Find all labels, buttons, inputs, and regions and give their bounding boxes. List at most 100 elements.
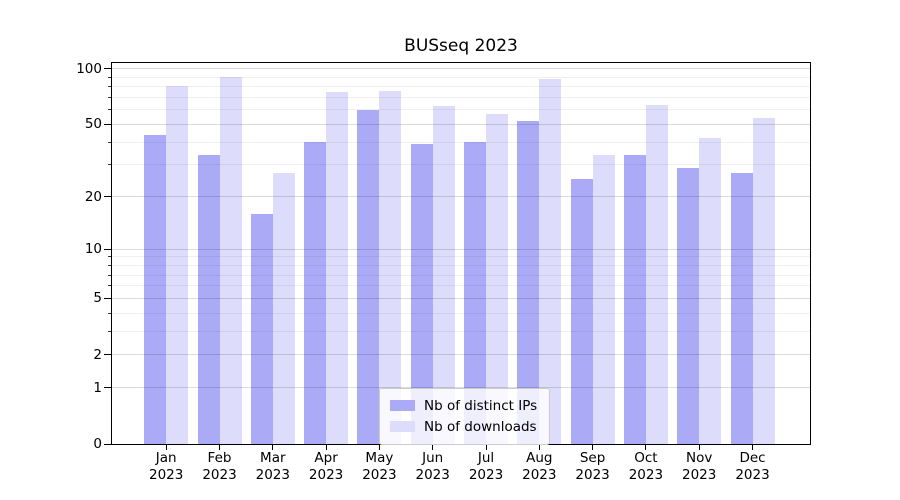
y-gridline-minor-70 [112, 97, 810, 99]
y-minor-tick-mark-30 [108, 164, 111, 166]
bar-jun-downloads [432, 106, 455, 444]
y-tick-label-20: 20 [84, 188, 102, 205]
x-tick-label-mar: Mar 2023 [255, 450, 290, 483]
y-gridline-minor-9 [112, 256, 810, 258]
y-tick-label-100: 100 [76, 60, 102, 77]
y-minor-tick-mark-6 [108, 285, 111, 287]
legend-label-distinct-ips: Nb of distinct IPs [424, 397, 538, 414]
x-tick-label-oct: Oct 2023 [628, 450, 664, 483]
y-minor-tick-mark-7 [108, 274, 111, 276]
bar-jul-downloads [486, 114, 508, 444]
y-gridline-minor-30 [112, 164, 810, 166]
x-tick-mark-aug [538, 445, 540, 450]
y-tick-mark-5 [104, 297, 111, 299]
x-tick-mark-nov [698, 445, 700, 450]
y-minor-tick-mark-9 [108, 256, 111, 258]
bar-sep-ips [570, 179, 593, 444]
bar-jul-ips [464, 142, 486, 444]
y-gridline-minor-6 [112, 285, 810, 287]
legend: Nb of distinct IPs Nb of downloads [379, 388, 551, 445]
y-gridline-major-100 [112, 68, 810, 70]
y-tick-mark-1 [104, 387, 111, 389]
y-minor-tick-mark-40 [108, 141, 111, 143]
x-tick-label-feb: Feb 2023 [202, 450, 237, 483]
x-tick-mark-apr [325, 445, 327, 450]
x-tick-label-jan: Jan 2023 [149, 450, 184, 483]
y-minor-tick-mark-8 [108, 264, 111, 266]
bar-nov-downloads [699, 138, 722, 444]
x-tick-label-dec: Dec 2023 [735, 450, 770, 483]
y-tick-mark-10 [104, 248, 111, 250]
y-gridline-major-1 [112, 387, 810, 389]
y-tick-label-1: 1 [93, 379, 102, 396]
x-tick-mark-dec [752, 445, 753, 450]
bar-nov-ips [677, 167, 700, 444]
bar-jan-downloads [166, 85, 189, 444]
bar-oct-ips [623, 155, 646, 444]
y-tick-label-5: 5 [93, 290, 102, 307]
y-gridline-minor-90 [112, 76, 810, 78]
y-tick-mark-0 [104, 443, 111, 445]
x-tick-mark-jan [165, 445, 167, 450]
x-tick-label-jul: Jul 2023 [468, 450, 504, 483]
bar-jan-ips [144, 134, 167, 444]
y-gridline-minor-8 [112, 264, 810, 266]
bar-dec-downloads [752, 118, 775, 444]
x-tick-mark-sep [592, 445, 594, 450]
y-minor-tick-mark-3 [108, 330, 111, 332]
x-tick-label-apr: Apr 2023 [308, 450, 344, 483]
bar-feb-ips [197, 155, 220, 444]
y-gridline-minor-3 [112, 330, 810, 332]
y-minor-tick-mark-80 [108, 86, 111, 88]
legend-label-downloads: Nb of downloads [424, 418, 537, 435]
y-gridline-minor-60 [112, 109, 810, 111]
bar-may-downloads [379, 91, 402, 444]
bar-may-ips [357, 109, 380, 444]
bar-aug-ips [517, 121, 540, 444]
y-gridline-major-50 [112, 123, 810, 125]
legend-item-downloads: Nb of downloads [390, 416, 537, 437]
y-gridline-major-10 [112, 248, 810, 250]
chart-title: BUSseq 2023 [404, 36, 518, 56]
y-gridline-minor-40 [112, 141, 810, 143]
y-minor-tick-mark-70 [108, 97, 111, 99]
bar-mar-ips [250, 213, 273, 444]
x-tick-mark-jun [432, 445, 434, 450]
y-gridline-major-2 [112, 354, 810, 356]
plot-area: Nb of distinct IPs Nb of downloads [111, 62, 811, 445]
y-gridline-major-20 [112, 196, 810, 198]
y-tick-label-2: 2 [93, 346, 102, 363]
x-tick-mark-feb [219, 445, 220, 450]
legend-swatch-downloads [390, 421, 415, 432]
y-tick-label-0: 0 [93, 436, 102, 452]
x-tick-label-nov: Nov 2023 [682, 450, 717, 483]
x-tick-mark-may [378, 445, 380, 450]
y-minor-tick-mark-90 [108, 76, 111, 78]
x-tick-label-sep: Sep 2023 [575, 450, 610, 483]
legend-item-distinct-ips: Nb of distinct IPs [390, 395, 537, 416]
legend-swatch-distinct-ips [390, 400, 415, 411]
bar-feb-downloads [219, 77, 242, 444]
y-gridline-minor-80 [112, 86, 810, 88]
x-tick-label-jun: Jun 2023 [415, 450, 450, 483]
y-tick-mark-50 [104, 123, 111, 125]
x-tick-label-aug: Aug 2023 [522, 450, 557, 483]
y-tick-label-10: 10 [84, 241, 102, 258]
bar-apr-ips [304, 142, 327, 444]
x-tick-mark-jul [485, 445, 487, 450]
x-tick-mark-oct [645, 445, 647, 450]
bar-sep-downloads [592, 155, 615, 444]
y-tick-mark-20 [104, 196, 111, 198]
bar-dec-ips [730, 173, 753, 444]
y-gridline-minor-7 [112, 274, 810, 276]
y-minor-tick-mark-4 [108, 312, 111, 314]
bar-aug-downloads [539, 79, 562, 444]
x-tick-label-may: May 2023 [362, 450, 397, 483]
y-gridline-major-5 [112, 297, 810, 299]
y-gridline-minor-4 [112, 312, 810, 314]
bar-apr-downloads [326, 92, 349, 444]
y-tick-mark-2 [104, 354, 111, 356]
y-tick-mark-100 [104, 68, 111, 70]
x-tick-mark-mar [272, 445, 274, 450]
